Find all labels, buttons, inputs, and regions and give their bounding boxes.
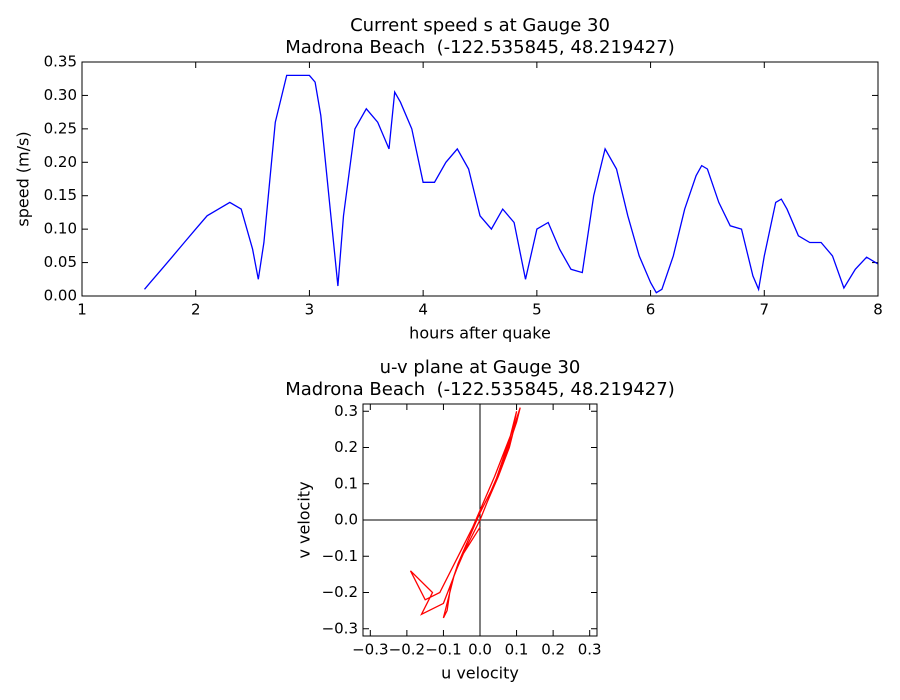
chart-title: u-v plane at Gauge 30 [380, 357, 581, 378]
y-tick-label: −0.2 [322, 583, 358, 601]
y-tick-label: 0.1 [334, 474, 358, 492]
x-tick-label: 4 [418, 301, 428, 319]
y-axis-label: speed (m/s) [14, 131, 33, 226]
y-tick-label: 0.35 [44, 53, 77, 71]
y-tick-label: 0.30 [44, 86, 77, 104]
y-tick-label: −0.3 [322, 619, 358, 637]
x-tick-label: 0.3 [578, 641, 602, 659]
chart-title: Current speed s at Gauge 30 [350, 15, 610, 36]
x-axis-label: u velocity [441, 664, 519, 683]
x-tick-label: −0.2 [389, 641, 425, 659]
y-tick-label: 0.05 [44, 253, 77, 271]
x-tick-label: 1 [77, 301, 87, 319]
plot-frame [81, 61, 879, 297]
chart-subtitle: Madrona Beach (-122.535845, 48.219427) [285, 379, 674, 400]
x-tick-label: 3 [305, 301, 315, 319]
x-tick-label: 6 [646, 301, 656, 319]
y-tick-label: 0.00 [44, 287, 77, 305]
x-tick-label: 7 [760, 301, 770, 319]
x-tick-label: 8 [873, 301, 883, 319]
x-tick-label: −0.3 [352, 641, 388, 659]
x-tick-label: 0.0 [468, 641, 492, 659]
data-line [409, 407, 521, 619]
data-line [144, 74, 879, 294]
x-tick-label: 2 [191, 301, 201, 319]
y-tick-label: 0.15 [44, 186, 77, 204]
x-tick-label: −0.1 [425, 641, 461, 659]
y-tick-label: 0.0 [334, 511, 358, 529]
y-tick-label: −0.1 [322, 547, 358, 565]
y-tick-label: 0.10 [44, 220, 77, 238]
x-tick-label: 5 [532, 301, 542, 319]
y-tick-label: 0.2 [334, 438, 358, 456]
x-axis-label: hours after quake [409, 324, 551, 343]
y-tick-label: 0.25 [44, 119, 77, 137]
plot-frame [362, 403, 598, 637]
chart-subtitle: Madrona Beach (-122.535845, 48.219427) [285, 37, 674, 58]
x-tick-label: 0.2 [541, 641, 565, 659]
x-tick-label: 0.1 [505, 641, 529, 659]
y-axis-label: v velocity [295, 481, 314, 558]
y-tick-label: 0.20 [44, 153, 77, 171]
y-tick-label: 0.3 [334, 402, 358, 420]
